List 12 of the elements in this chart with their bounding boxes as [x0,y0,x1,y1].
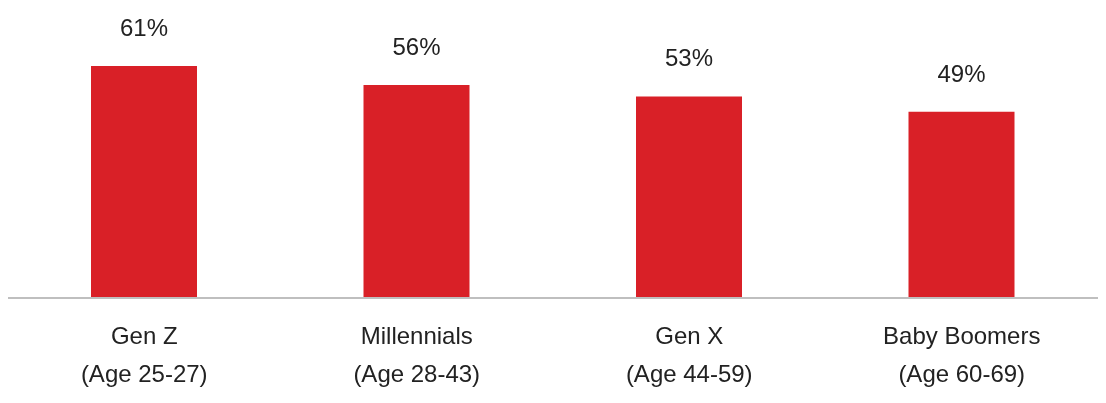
bar [636,96,742,298]
data-label: 53% [664,44,714,72]
data-label: 49% [937,59,986,87]
bar [91,66,197,298]
x-tick-label: Gen Z (Age 25-27) [80,322,208,387]
bar [363,85,470,298]
data-label: 61% [119,14,169,41]
bar [908,111,1015,298]
x-tick-label: Millennials (Age 28-43) [353,322,481,387]
x-tick-label: Baby Boomers (Age 60-69) [883,322,1041,387]
x-tick-label: Gen X (Age 44-59) [625,322,753,387]
data-label: 56% [392,33,441,61]
